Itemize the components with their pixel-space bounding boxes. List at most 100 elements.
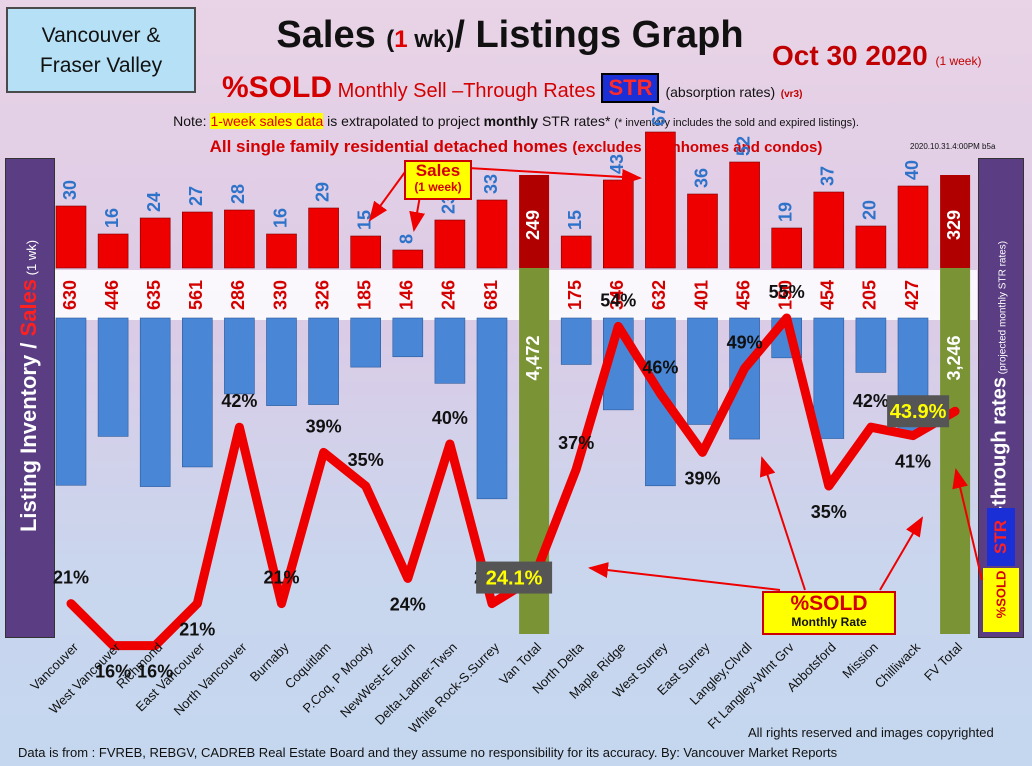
note: Note: 1-week sales data is extrapolated …: [0, 113, 1032, 129]
listings-bar: [308, 317, 339, 405]
listing-label: 205: [860, 280, 880, 310]
sales-label: 40: [902, 160, 922, 180]
subtitle-vr: (vr3): [780, 89, 803, 100]
sales-bar: [602, 179, 634, 269]
right-str-badge: [987, 508, 1015, 566]
sales-label: 33: [481, 174, 501, 194]
sales-bar: [645, 131, 676, 269]
arrow-sales-1: [368, 171, 406, 222]
sales-label: 52: [733, 136, 753, 156]
right-sold-badge: [983, 568, 1019, 632]
str-label: 41%: [895, 452, 931, 472]
chart-title: Sales (1 wk)/ Listings Graph: [230, 14, 790, 57]
listing-label: 427: [902, 280, 922, 310]
str-label: 46%: [642, 358, 678, 378]
headline-sub: (excludes townhomes and condos): [572, 139, 823, 156]
str-label: 42%: [853, 391, 889, 411]
listing-label: 175: [565, 280, 585, 310]
sales-label: 67: [649, 106, 669, 126]
sales-bar: [224, 209, 255, 269]
sales-bar: [97, 233, 129, 269]
str-label: 16%: [95, 662, 131, 682]
str-label: 55%: [769, 282, 805, 302]
listing-label: 456: [733, 280, 753, 310]
note-highlight: 1-week sales data: [210, 113, 324, 129]
sales-label: 329: [944, 210, 964, 240]
listings-bar: [55, 317, 87, 486]
date-text: Oct 30 2020: [772, 40, 928, 71]
sales-label: 16: [102, 208, 122, 228]
sales-label: 16: [270, 208, 290, 228]
str-total-label: 24.1%: [486, 568, 543, 590]
sales-label: 37: [818, 166, 838, 186]
str-label: 21%: [53, 568, 89, 588]
pctsold-callout: %SOLD Monthly Rate: [762, 591, 896, 635]
note-b: is extrapolated to project: [323, 113, 484, 129]
listing-label: 346: [607, 280, 627, 310]
arrow-pct-4: [952, 468, 983, 581]
sales-label: 249: [523, 210, 543, 240]
str-label: 24%: [390, 594, 426, 614]
listing-label: 246: [439, 280, 459, 310]
x-tick-label: North Vancouver: [171, 639, 250, 718]
x-tick-label: FV Total: [921, 639, 965, 683]
listing-label: 286: [228, 280, 248, 310]
pctsold-callout-sub: Monthly Rate: [791, 615, 867, 629]
str-label: 21%: [179, 620, 215, 640]
sales-bar: [139, 217, 171, 269]
sales-bar: [266, 233, 297, 269]
sales-bar: [519, 175, 550, 268]
subtitle-abs: (absorption rates): [665, 84, 776, 100]
str-label: 35%: [348, 450, 384, 470]
str-label: 16%: [137, 662, 173, 682]
rights-notice: All rights reserved and images copyright…: [748, 725, 994, 740]
arrow-sales-3: [467, 167, 642, 185]
sales-bar: [897, 185, 929, 269]
x-tick-label: Mission: [839, 640, 881, 682]
source-note: Data is from : FVREB, REBGV, CADREB Real…: [18, 745, 838, 760]
sales-label: 24: [144, 192, 164, 212]
sales-callout: Sales (1 week): [404, 160, 472, 200]
sales-bar: [940, 175, 971, 268]
str-label: 42%: [221, 391, 257, 411]
sales-label: 20: [860, 200, 880, 220]
subtitle-pct: %SOLD: [222, 71, 333, 104]
listing-label: 326: [312, 280, 332, 310]
listings-bar: [476, 317, 508, 500]
str-label: 39%: [306, 416, 342, 436]
region-line1: Vancouver &: [41, 24, 161, 47]
listing-label: 330: [270, 280, 290, 310]
pctsold-callout-title: %SOLD: [790, 592, 868, 615]
sales-label: 27: [186, 186, 206, 206]
note-c: STR rates*: [538, 113, 615, 129]
listings-bar: [97, 317, 129, 437]
sales-bar: [771, 227, 803, 269]
str-label: 49%: [727, 332, 763, 352]
str-label: 21%: [263, 568, 299, 588]
listing-label: 401: [691, 280, 711, 310]
listing-label: 3,246: [944, 335, 964, 380]
arrows-layer: [368, 167, 983, 591]
arrow-pct-2: [759, 456, 806, 591]
listing-band: [55, 270, 977, 320]
listings-bar: [350, 317, 382, 368]
listings-bar: [560, 317, 592, 365]
listing-label: 635: [144, 280, 164, 310]
note-a: Note:: [173, 113, 211, 129]
bars-layer: [55, 131, 971, 634]
x-tick-label: NewWest-E.Burn: [337, 640, 418, 721]
sales-label: 15: [565, 210, 585, 230]
str-label: 39%: [684, 468, 720, 488]
listing-label: 185: [354, 280, 374, 310]
sales-bar: [560, 235, 592, 269]
listing-label: 146: [397, 280, 417, 310]
region-box: Vancouver & Fraser Valley: [6, 7, 196, 93]
sales-bar: [392, 249, 424, 269]
str-total-box: [887, 395, 950, 428]
listings-bar: [687, 317, 718, 425]
timestamp: 2020.10.31.4:00PM b5a: [910, 142, 996, 151]
sales-bar: [729, 161, 760, 269]
labels-layer: 30 630 16 446 24 635 27 561 28 286 16 330 29 326 15 185…: [53, 106, 964, 682]
sales-label: 28: [228, 184, 248, 204]
